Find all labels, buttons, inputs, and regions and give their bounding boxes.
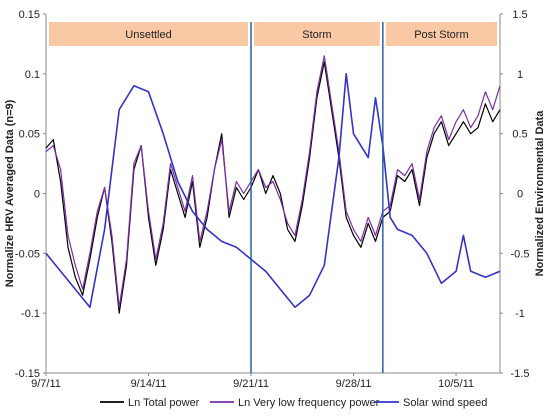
series-line-1 xyxy=(45,55,501,308)
legend-label-1: Ln Very low frequency power xyxy=(238,397,380,409)
x-tick-0: 9/7/11 xyxy=(31,378,61,390)
y-tick-right-0: 1.5 xyxy=(512,9,527,21)
y-tick-right-6: -1.5 xyxy=(511,368,530,380)
y-tick-right-2: 0.5 xyxy=(512,129,527,141)
period-bands: Unsettled Storm Post Storm xyxy=(49,22,497,46)
period-dividers xyxy=(250,22,384,373)
axes xyxy=(45,14,501,374)
x-tick-2: 9/21/11 xyxy=(233,378,269,390)
series-line-2 xyxy=(45,73,501,309)
y-tick-right-5: -1 xyxy=(515,308,525,320)
y-tick-left-6: -0.15 xyxy=(15,368,40,380)
tick-labels: 0.15 0.1 0.05 0 -0.05 -0.1 -0.15 1.5 1 0.5 0 -0.5 -1… xyxy=(15,9,530,390)
x-tick-4: 10/5/11 xyxy=(438,378,474,390)
x-tick-1: 9/14/11 xyxy=(131,378,167,390)
data-series xyxy=(45,55,501,314)
period-band-0 xyxy=(49,22,249,46)
series-line-0 xyxy=(45,61,501,314)
y-tick-right-1: 1 xyxy=(517,69,523,81)
period-band-1 xyxy=(254,22,380,46)
legend-label-2: Solar wind speed xyxy=(403,397,487,409)
y-axis-right-title: Normalized Environmental Data xyxy=(534,110,546,277)
legend: Ln Total power Ln Very low frequency powe… xyxy=(100,397,487,409)
y-tick-right-3: 0 xyxy=(517,189,523,201)
y-axis-left-title: Normalize HRV Averaged Data (n=9) xyxy=(4,99,16,287)
y-tick-right-4: -0.5 xyxy=(511,248,530,260)
y-tick-left-1: 0.1 xyxy=(25,69,40,81)
y-tick-left-0: 0.15 xyxy=(19,9,40,21)
x-tick-3: 9/28/11 xyxy=(336,378,372,390)
y-tick-left-2: 0.05 xyxy=(19,129,40,141)
period-band-2 xyxy=(385,22,497,46)
y-tick-left-3: 0 xyxy=(34,189,40,201)
period-label-2: Post Storm xyxy=(414,29,468,41)
legend-label-0: Ln Total power xyxy=(128,397,200,409)
period-label-0: Unsettled xyxy=(125,29,171,41)
y-tick-left-4: -0.05 xyxy=(15,248,40,260)
y-tick-left-5: -0.1 xyxy=(21,308,40,320)
period-label-1: Storm xyxy=(302,29,331,41)
